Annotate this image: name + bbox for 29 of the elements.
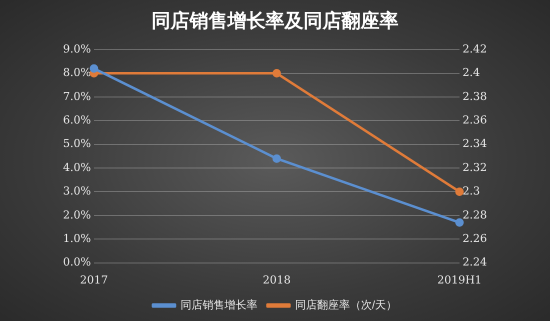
point bbox=[455, 218, 464, 227]
y-tick-label: 4.0% bbox=[62, 160, 91, 174]
y-tick-label: 7.0% bbox=[62, 90, 91, 103]
y2-tick-label: 2.28 bbox=[462, 208, 488, 222]
y-tick-label: 5.0% bbox=[62, 137, 91, 150]
y-tick-label: 2.0% bbox=[62, 208, 91, 222]
x-tick-label: 2017 bbox=[80, 273, 108, 286]
legend-label: 同店翻座率（次/天） bbox=[294, 298, 398, 312]
y-tick-label: 8.0% bbox=[62, 66, 91, 80]
y2-tick-label: 2.34 bbox=[462, 137, 488, 150]
y-tick-label: 9.0% bbox=[62, 42, 91, 56]
y-tick-label: 0.0% bbox=[62, 256, 91, 269]
y-tick-label: 1.0% bbox=[62, 232, 91, 245]
y2-tick-label: 2.24 bbox=[462, 256, 488, 269]
x-tick-label: 2018 bbox=[262, 273, 291, 286]
chart-title: 同店销售增长率及同店翻座率 bbox=[150, 9, 400, 34]
x-tick-label: 2019H1 bbox=[437, 273, 482, 286]
y2-tick-label: 2.4 bbox=[462, 66, 480, 80]
y2-tick-label: 2.26 bbox=[462, 232, 488, 245]
point bbox=[90, 64, 98, 73]
point bbox=[272, 154, 281, 163]
y2-tick-label: 2.32 bbox=[462, 160, 488, 174]
y2-tick-label: 2.42 bbox=[462, 42, 488, 56]
y-tick-label: 3.0% bbox=[62, 184, 91, 198]
y2-tick-label: 2.36 bbox=[462, 114, 488, 127]
y-tick-label: 6.0% bbox=[62, 114, 91, 127]
y2-tick-label: 2.38 bbox=[462, 90, 488, 103]
y2-tick-label: 2.3 bbox=[462, 184, 480, 198]
legend-label: 同店销售增长率 bbox=[180, 298, 258, 312]
